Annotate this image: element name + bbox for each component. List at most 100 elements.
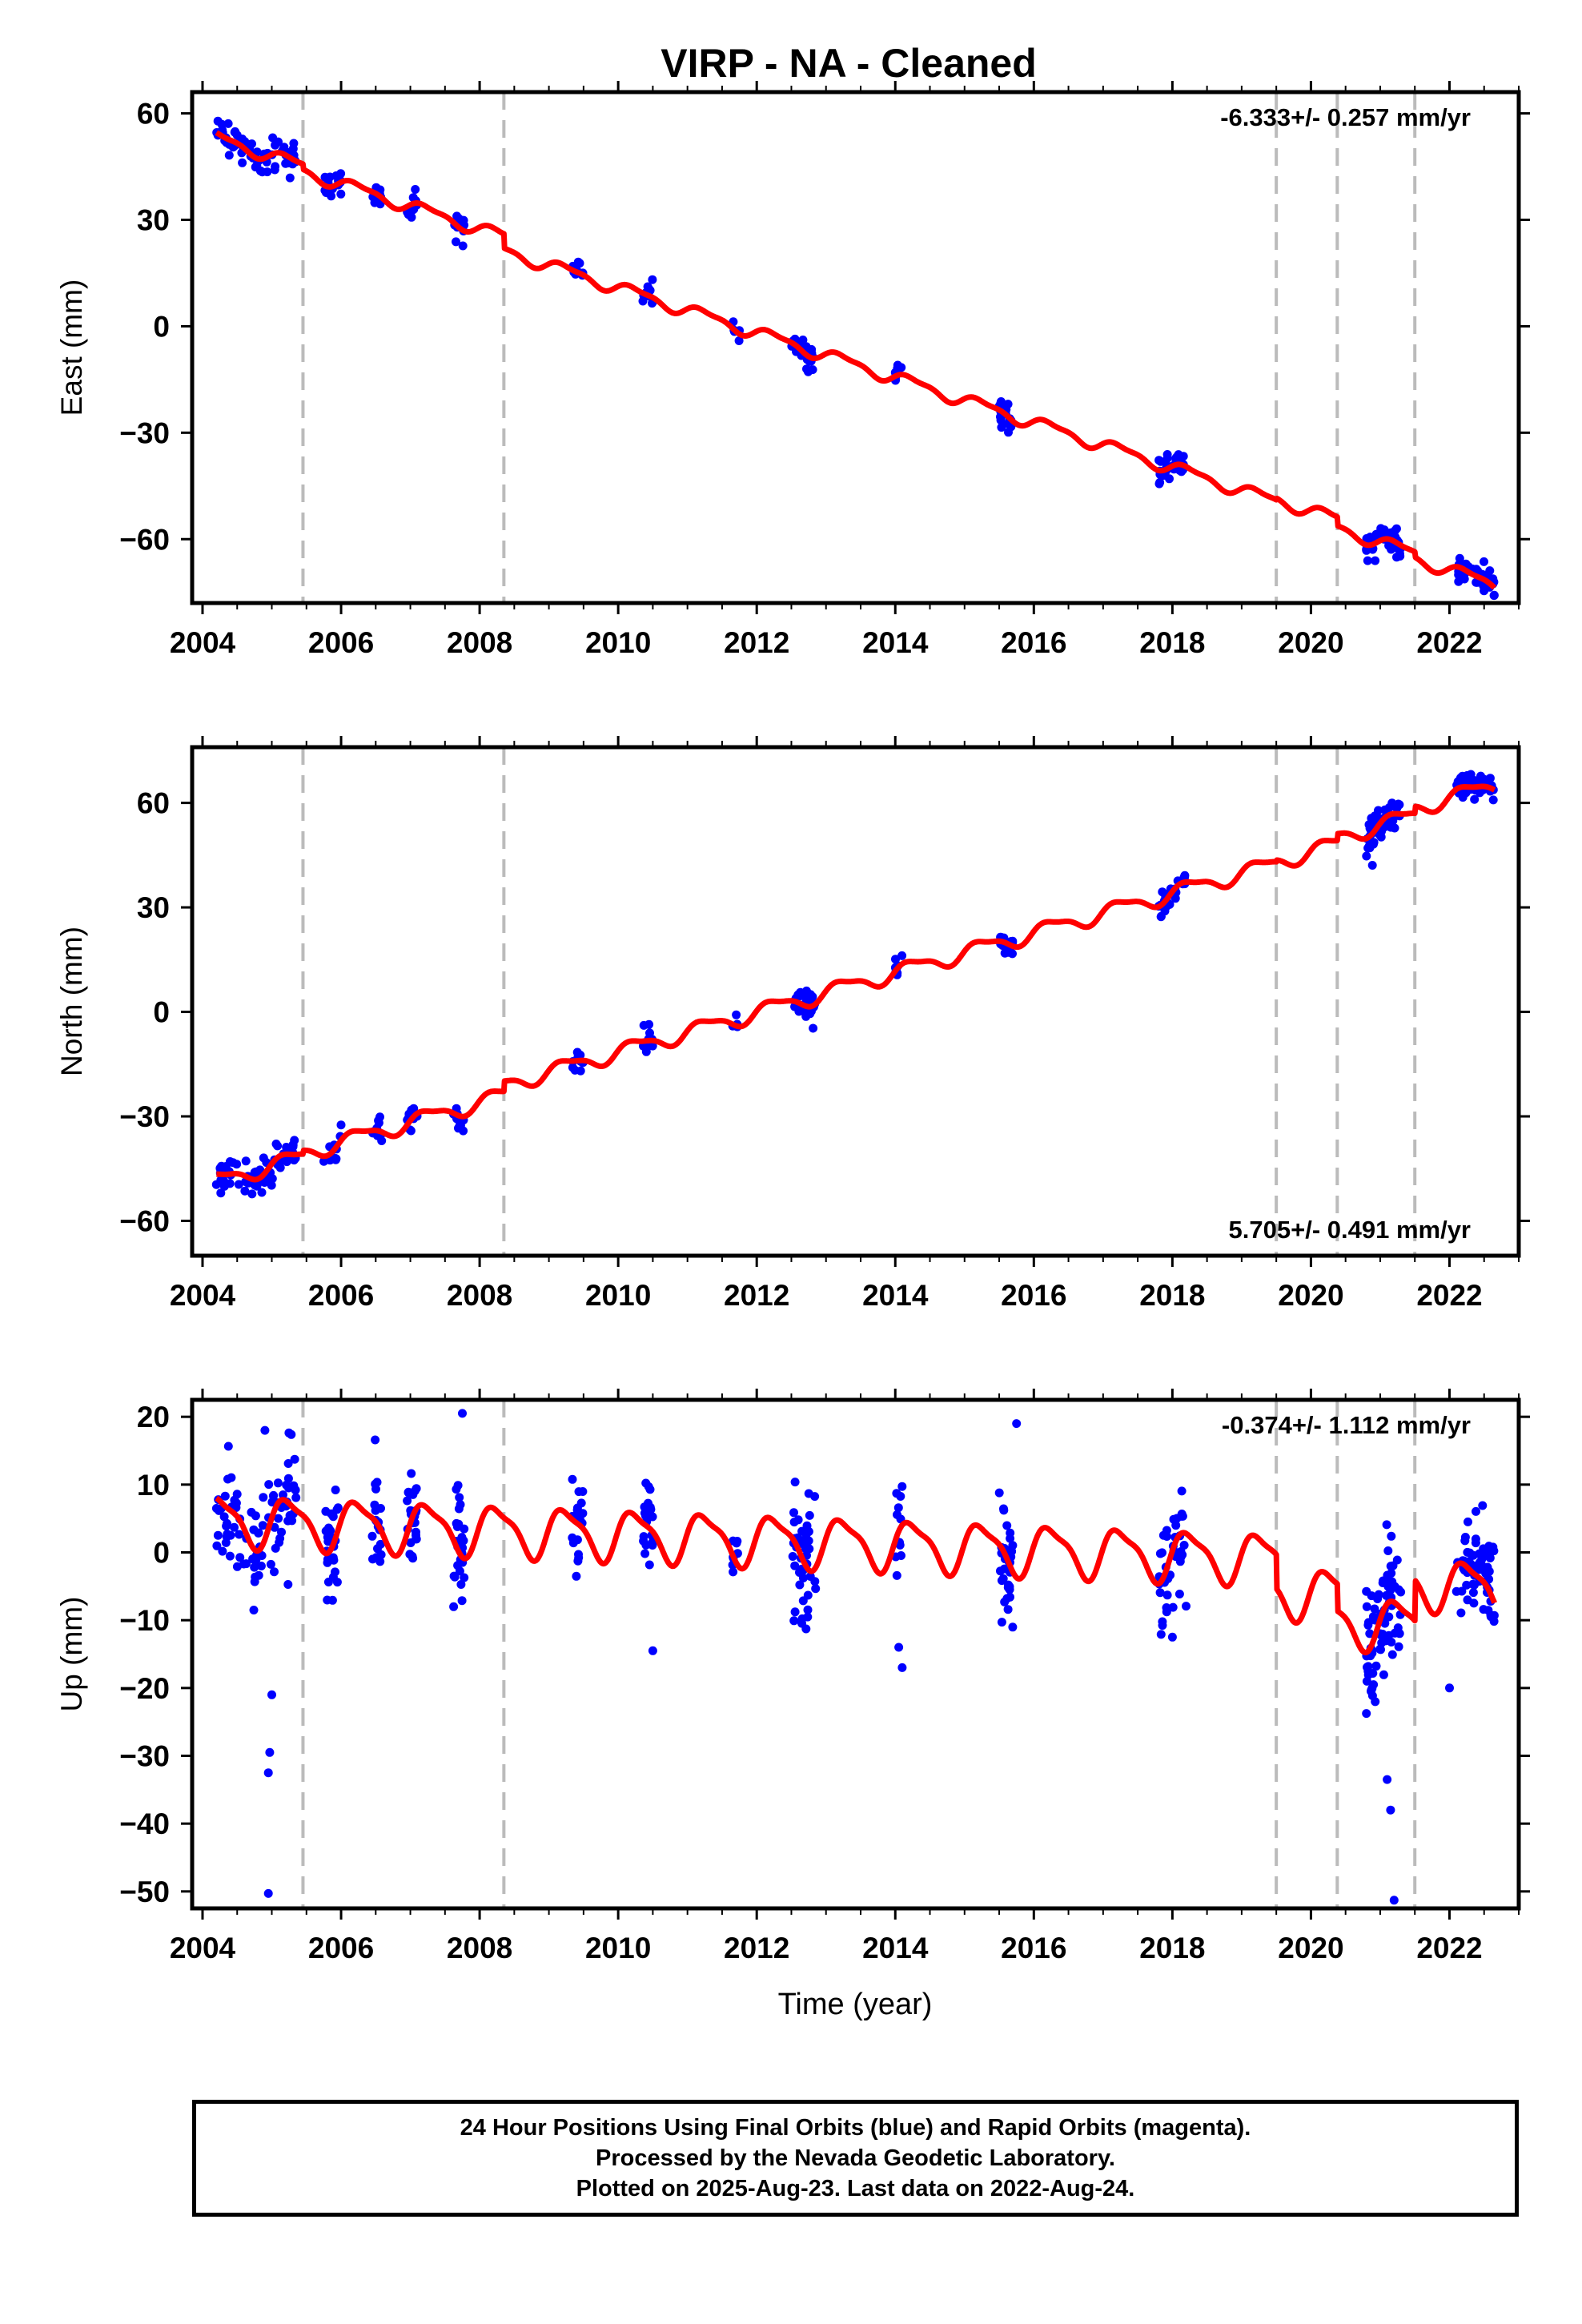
up-obs-point-326	[1162, 1590, 1172, 1600]
up-obs-point-266	[801, 1624, 811, 1634]
up-obs-point-190	[572, 1571, 581, 1581]
north-y-axis-label: North (mm)	[55, 927, 88, 1076]
up-obs-point-67	[250, 1554, 259, 1563]
up-x-tick-label: 2010	[585, 1932, 651, 1964]
east-obs-point-335	[1455, 553, 1464, 563]
up-obs-point-358	[1174, 1590, 1184, 1598]
east-obs-point-81	[321, 188, 331, 197]
up-obs-point-272	[790, 1607, 800, 1617]
up-obs-point-258	[788, 1552, 797, 1561]
up-obs-point-96	[331, 1486, 340, 1494]
up-obs-point-73	[230, 1522, 239, 1532]
up-obs-point-54	[223, 1474, 232, 1484]
north-observations	[211, 770, 1498, 1199]
up-obs-point-522	[648, 1646, 657, 1655]
east-x-tick-label: 2014	[862, 626, 929, 659]
east-obs-point-138	[648, 275, 657, 284]
up-obs-point-461	[1464, 1517, 1472, 1526]
up-obs-point-394	[1370, 1604, 1379, 1614]
north-y-tick-label: 0	[153, 996, 170, 1029]
up-obs-point-404	[1392, 1555, 1402, 1565]
up-obs-point-525	[1389, 1896, 1399, 1905]
north-obs-point-94	[374, 1118, 383, 1128]
north-obs-point-36	[282, 1157, 291, 1167]
up-obs-point-353	[1168, 1602, 1178, 1612]
east-obs-point-334	[1454, 570, 1464, 580]
east-x-tick-label: 2006	[308, 626, 374, 659]
up-obs-point-129	[370, 1500, 379, 1510]
up-obs-point-347	[1182, 1602, 1191, 1611]
north-obs-point-227	[1156, 911, 1166, 921]
up-obs-point-435	[1371, 1662, 1381, 1671]
up-y-tick-label: 0	[153, 1537, 170, 1570]
north-obs-point-327	[1470, 794, 1480, 804]
east-obs-point-68	[213, 116, 223, 126]
up-obs-point-274	[798, 1596, 808, 1606]
up-obs-point-521	[458, 1409, 467, 1418]
up-obs-point-69	[273, 1478, 283, 1488]
east-y-tick-label: 60	[137, 98, 170, 131]
east-x-tick-label: 2008	[447, 626, 512, 659]
up-obs-point-112	[332, 1505, 342, 1514]
up-obs-point-300	[997, 1576, 1006, 1586]
up-obs-point-387	[1387, 1569, 1396, 1578]
up-obs-point-504	[1468, 1588, 1478, 1598]
up-obs-point-303	[1002, 1521, 1012, 1530]
up-obs-point-433	[1367, 1683, 1377, 1693]
up-obs-point-516	[263, 1888, 273, 1898]
east-obs-point-112	[458, 241, 468, 251]
up-obs-point-59	[213, 1530, 223, 1540]
up-obs-point-444	[1363, 1620, 1373, 1630]
north-x-tick-label: 2020	[1278, 1279, 1343, 1312]
x-axis-label: Time (year)	[778, 1988, 933, 2021]
footer-line-2: Processed by the Nevada Geodetic Laborat…	[596, 2145, 1115, 2171]
up-obs-point-350	[1155, 1549, 1165, 1558]
up-obs-point-357	[1156, 1630, 1166, 1639]
footer-box: 24 Hour Positions Using Final Orbits (bl…	[192, 2100, 1519, 2217]
up-obs-point-38	[270, 1567, 279, 1577]
up-obs-point-351	[1155, 1588, 1165, 1598]
up-obs-point-519	[267, 1690, 276, 1699]
east-x-tick-label: 2012	[724, 626, 789, 659]
east-obs-point-104	[411, 185, 420, 194]
up-obs-point-337	[1158, 1621, 1167, 1630]
east-obs-point-324	[1480, 557, 1488, 566]
north-obs-point-25	[241, 1156, 251, 1166]
east-obs-point-18	[271, 162, 280, 171]
up-obs-point-432	[1384, 1630, 1394, 1640]
up-obs-point-37	[250, 1577, 259, 1586]
north-x-tick-label: 2004	[170, 1279, 236, 1312]
up-x-tick-label: 2008	[447, 1932, 512, 1964]
east-x-tick-label: 2020	[1278, 626, 1343, 659]
up-obs-point-366	[1383, 1546, 1393, 1555]
up-obs-point-349	[1162, 1607, 1171, 1617]
up-obs-point-60	[256, 1562, 266, 1570]
up-obs-point-487	[1484, 1566, 1494, 1576]
north-obs-point-341	[1485, 774, 1495, 783]
up-obs-point-20	[230, 1495, 239, 1505]
up-x-tick-label: 2006	[308, 1932, 374, 1964]
up-obs-point-261	[804, 1489, 813, 1498]
east-obs-point-211	[996, 416, 1006, 425]
east-x-tick-label: 2016	[1001, 626, 1066, 659]
east-obs-point-285	[1362, 545, 1371, 555]
north-obs-point-184	[897, 951, 907, 960]
up-y-axis-label: Up (mm)	[55, 1597, 88, 1712]
up-obs-point-113	[323, 1537, 333, 1546]
north-x-tick-label: 2012	[724, 1279, 789, 1312]
up-obs-point-221	[641, 1540, 651, 1550]
north-obs-point-172	[809, 1023, 818, 1033]
up-obs-point-58	[223, 1530, 232, 1539]
up-obs-point-290	[893, 1510, 901, 1519]
up-obs-point-314	[1005, 1582, 1014, 1591]
up-y-tick-label: −40	[119, 1807, 170, 1840]
up-obs-point-193	[578, 1487, 588, 1496]
up-obs-point-133	[371, 1553, 381, 1562]
up-obs-point-105	[331, 1567, 339, 1577]
up-obs-point-66	[266, 1559, 275, 1569]
up-x-tick-label: 2020	[1278, 1932, 1343, 1964]
up-obs-point-526	[1386, 1805, 1395, 1815]
east-obs-point-75	[336, 189, 346, 199]
east-rate-label: -6.333+/- 0.257 mm/yr	[1220, 103, 1471, 131]
east-obs-point-203	[1004, 428, 1013, 437]
